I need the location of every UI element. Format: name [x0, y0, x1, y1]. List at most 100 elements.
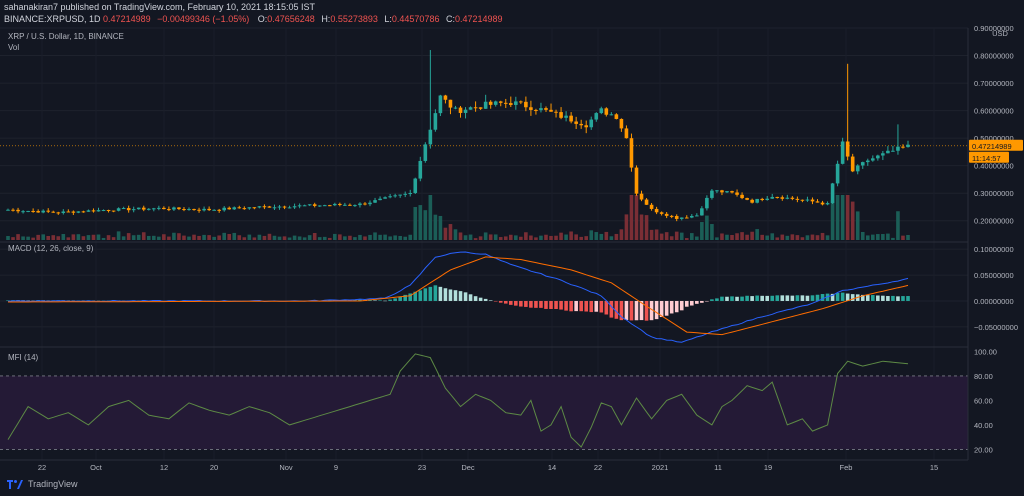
macd-hist-bar	[760, 295, 764, 301]
macd-hist-bar	[478, 297, 483, 301]
volume-bar	[413, 207, 418, 240]
volume-bar	[574, 234, 578, 240]
volume-bar	[669, 236, 674, 240]
macd-hist-bar	[865, 295, 870, 301]
candle-body	[91, 210, 96, 212]
macd-hist-bar	[614, 300, 619, 319]
macd-pane[interactable]: MACD (12, 26, close, 9)	[6, 244, 910, 343]
volume-bar	[197, 235, 201, 240]
volume-bar	[187, 236, 191, 240]
macd-hist-bar	[795, 295, 800, 301]
macd-pane-title: MACD (12, 26, close, 9)	[8, 244, 94, 253]
volume-bar	[463, 235, 468, 240]
candle-body	[207, 208, 211, 211]
volume-bar	[26, 236, 30, 240]
candle-body	[202, 208, 206, 211]
candle-body	[232, 207, 237, 210]
candle-body	[96, 210, 101, 212]
candle-body	[871, 158, 875, 161]
candle-body	[353, 205, 357, 207]
macd-hist-bar	[725, 296, 729, 301]
macd-hist-bar	[559, 300, 563, 310]
volume-bar	[443, 227, 448, 240]
macd-hist-bar	[745, 295, 749, 301]
volume-bar	[705, 215, 709, 240]
macd-hist-bar	[554, 300, 558, 310]
candle-body	[56, 212, 61, 214]
candle-body	[649, 204, 654, 209]
volume-bar	[604, 231, 609, 240]
price-axis[interactable]: USD 0.90000000 0.80000000 0.70000000 0.6000…	[974, 24, 1018, 454]
volume-bar	[348, 235, 352, 240]
candle-body	[157, 207, 161, 209]
macd-hist-bar	[569, 300, 573, 312]
macd-hist-bar	[619, 300, 624, 321]
candle-body	[755, 198, 759, 203]
candle-body	[881, 153, 885, 156]
last-price-value: 0.47214989	[103, 14, 151, 24]
volume-bar	[453, 229, 458, 240]
candle-body	[458, 107, 463, 113]
mfi-pane[interactable]: MFI (14)	[0, 353, 968, 450]
candle-body	[136, 207, 141, 210]
candle-body	[31, 210, 35, 212]
volume-bar	[46, 236, 51, 240]
macd-hist-bar	[408, 293, 413, 301]
macd-hist-bar	[750, 296, 754, 301]
price-pane[interactable]: XRP / U.S. Dollar, 1D, BINANCE Vol	[6, 32, 910, 240]
macd-hist-bar	[327, 300, 332, 301]
macd-hist-bar	[644, 300, 649, 321]
candle-body	[579, 123, 583, 126]
candle-body	[710, 190, 714, 198]
price-tick-label: 0.80000000	[974, 52, 1014, 61]
volume-bar	[141, 232, 146, 240]
candle-body	[644, 199, 649, 205]
volume-bar	[383, 234, 387, 240]
volume-bar	[468, 234, 473, 240]
volume-bar	[825, 235, 830, 240]
volume-bar	[287, 237, 292, 240]
volume-bar	[554, 235, 558, 240]
candle-body	[327, 205, 332, 207]
candle-body	[16, 209, 20, 212]
candle-body	[795, 198, 800, 200]
chart-header: sahanakiran7 published on TradingView.co…	[0, 0, 1024, 30]
macd-hist-bar	[629, 300, 634, 321]
macd-hist-bar	[740, 296, 744, 301]
volume-bar	[785, 235, 790, 240]
time-axis[interactable]: 22 Oct 12 20 Nov 9 23 Dec 14 22 2021 11 19 Feb 15	[38, 463, 938, 472]
volume-bar	[438, 215, 443, 240]
candle-body	[524, 101, 528, 108]
candle-body	[373, 200, 377, 203]
candle-body	[574, 121, 578, 124]
macd-hist-bar	[544, 300, 548, 309]
volume-bar	[654, 229, 659, 240]
signal-line	[8, 256, 909, 336]
candle-body	[519, 101, 523, 103]
volume-bar	[378, 234, 382, 240]
candle-body	[720, 190, 724, 193]
candle-body	[539, 108, 543, 111]
candle-body	[800, 199, 805, 201]
candle-body	[413, 178, 418, 194]
volume-bar	[121, 236, 126, 240]
volume-bar	[886, 233, 890, 240]
macd-tick-label: 0.00000000	[974, 297, 1014, 306]
volume-bar	[644, 215, 649, 240]
footer-brand[interactable]: TradingView	[6, 478, 78, 490]
candle-body	[493, 101, 498, 105]
macd-hist-bar	[524, 300, 528, 307]
macd-hist-bar	[906, 296, 910, 301]
volume-bar	[584, 236, 589, 240]
candle-body	[498, 101, 503, 103]
volume-bar	[760, 234, 764, 240]
symbol-label[interactable]: BINANCE:XRPUSD, 1D	[4, 14, 101, 24]
volume-bar	[740, 232, 744, 240]
time-tick-label: Feb	[840, 463, 853, 472]
candle-body	[679, 217, 684, 219]
macd-hist-bar	[805, 295, 810, 301]
volume-bar	[830, 200, 835, 240]
macd-hist-bar	[679, 300, 684, 311]
macd-hist-bar	[634, 300, 639, 321]
